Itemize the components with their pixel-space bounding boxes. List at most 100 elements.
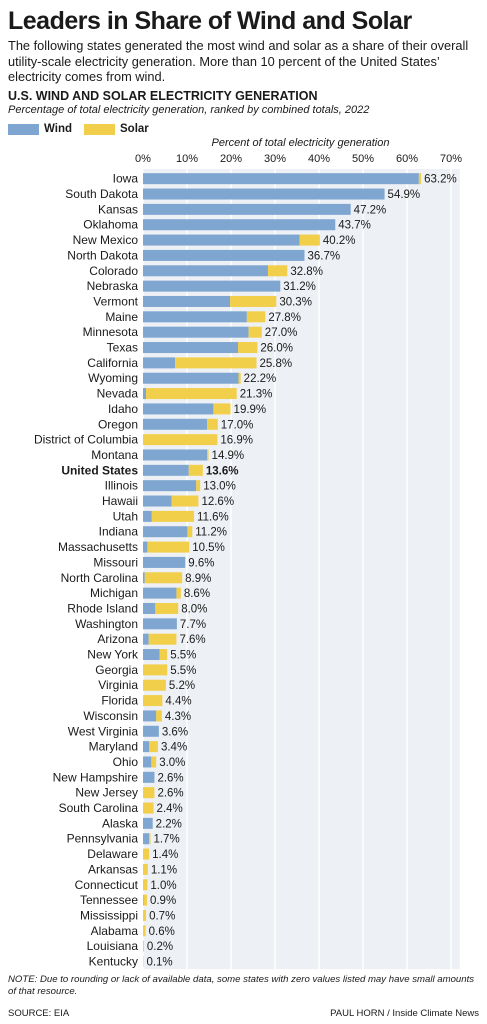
total-value-label: 2.2% — [156, 818, 182, 830]
bar-solar — [143, 909, 147, 921]
bar-wind — [143, 541, 148, 553]
x-tick-label: 30% — [264, 153, 286, 165]
x-tick-label: 0% — [135, 153, 151, 165]
bar-wind — [143, 357, 176, 369]
total-value-label: 4.4% — [165, 696, 191, 708]
bar-wind — [143, 710, 157, 722]
bar-wind — [143, 219, 336, 231]
total-value-label: 31.2% — [283, 281, 316, 293]
category-label: Nevada — [97, 387, 139, 401]
bar-solar — [156, 710, 162, 722]
total-value-label: 16.9% — [220, 435, 253, 447]
total-value-label: 43.7% — [338, 220, 371, 232]
total-value-label: 54.9% — [388, 189, 421, 201]
x-tick-label: 50% — [352, 153, 374, 165]
category-label: North Carolina — [61, 571, 139, 585]
total-value-label: 4.3% — [165, 711, 191, 723]
bar-wind — [143, 372, 239, 384]
chart-heading: U.S. WIND AND SOLAR ELECTRICITY GENERATI… — [8, 89, 318, 103]
bar-solar — [248, 326, 262, 338]
bar-wind — [143, 741, 150, 753]
bar-solar — [418, 173, 422, 185]
bar-solar — [143, 925, 146, 937]
category-label: Connecticut — [75, 878, 139, 892]
legend-item-solar: Solar — [84, 123, 149, 135]
total-value-label: 7.7% — [180, 619, 206, 631]
x-tick-label: 40% — [308, 153, 330, 165]
bar-wind — [143, 587, 177, 599]
credit-note: PAUL HORN / Inside Climate News — [330, 1008, 479, 1019]
total-value-label: 27.0% — [265, 327, 298, 339]
chart-title: Leaders in Share of Wind and Solar — [8, 7, 412, 35]
bar-solar — [143, 664, 168, 676]
total-value-label: 19.9% — [234, 404, 267, 416]
category-label: Louisiana — [87, 939, 139, 953]
bar-solar — [144, 572, 183, 584]
bar-solar — [267, 265, 288, 277]
category-label: District of Columbia — [34, 433, 138, 447]
total-value-label: 3.4% — [161, 742, 187, 754]
bar-solar — [143, 848, 150, 860]
category-label: Utah — [113, 509, 138, 523]
category-label: Maine — [105, 310, 138, 324]
total-value-label: 1.1% — [151, 864, 177, 876]
category-label: Kentucky — [89, 955, 138, 969]
bar-solar — [187, 526, 193, 538]
bar-solar — [155, 602, 179, 614]
bar-wind — [143, 602, 156, 614]
total-value-label: 36.7% — [307, 250, 340, 262]
x-tick-label: 10% — [176, 153, 198, 165]
total-value-label: 13.6% — [206, 465, 239, 477]
bar-wind — [143, 817, 153, 829]
category-label: Iowa — [113, 172, 139, 186]
total-value-label: 21.3% — [240, 389, 273, 401]
bar-wind — [143, 311, 247, 323]
total-value-label: 1.4% — [152, 849, 178, 861]
category-label: Michigan — [90, 586, 138, 600]
total-value-label: 17.0% — [221, 419, 254, 431]
bar-wind — [143, 295, 231, 307]
bar-solar — [143, 863, 148, 875]
bar-wind — [143, 572, 145, 584]
bar-wind — [143, 756, 152, 768]
category-label: Arizona — [97, 632, 138, 646]
category-label: Delaware — [87, 847, 138, 861]
category-label: Texas — [107, 341, 138, 355]
bar-solar — [188, 464, 203, 476]
bar-solar — [159, 649, 168, 661]
category-label: Arkansas — [88, 862, 138, 876]
total-value-label: 3.0% — [159, 757, 185, 769]
bar-solar — [171, 495, 199, 507]
total-value-label: 0.9% — [150, 895, 176, 907]
category-label: Virginia — [98, 678, 138, 692]
total-value-label: 3.6% — [162, 726, 188, 738]
total-value-label: 1.0% — [150, 880, 176, 892]
bar-solar — [147, 541, 190, 553]
bar-solar — [149, 741, 158, 753]
x-tick-label: 60% — [396, 153, 418, 165]
total-value-label: 0.2% — [147, 941, 173, 953]
total-value-label: 10.5% — [192, 542, 225, 554]
category-label: Kansas — [98, 202, 138, 216]
bar-wind — [143, 280, 281, 292]
total-value-label: 1.7% — [153, 834, 179, 846]
category-label: Alaska — [102, 816, 138, 830]
total-value-label: 0.1% — [146, 957, 172, 969]
bar-wind — [143, 725, 159, 737]
legend: Wind Solar — [8, 121, 161, 137]
bar-solar — [196, 480, 201, 492]
bar-solar — [143, 787, 155, 799]
bar-solar — [299, 234, 320, 246]
total-value-label: 2.6% — [157, 788, 183, 800]
bar-wind — [143, 633, 149, 645]
total-value-label: 14.9% — [212, 450, 245, 462]
bar-wind — [143, 449, 208, 461]
category-label: New Mexico — [73, 233, 139, 247]
category-label: Montana — [91, 448, 138, 462]
category-label: New York — [87, 648, 139, 662]
total-value-label: 0.7% — [149, 910, 175, 922]
bar-solar — [151, 510, 195, 522]
category-label: New Jersey — [75, 786, 138, 800]
bar-wind — [143, 418, 208, 430]
category-label: Georgia — [95, 663, 138, 677]
